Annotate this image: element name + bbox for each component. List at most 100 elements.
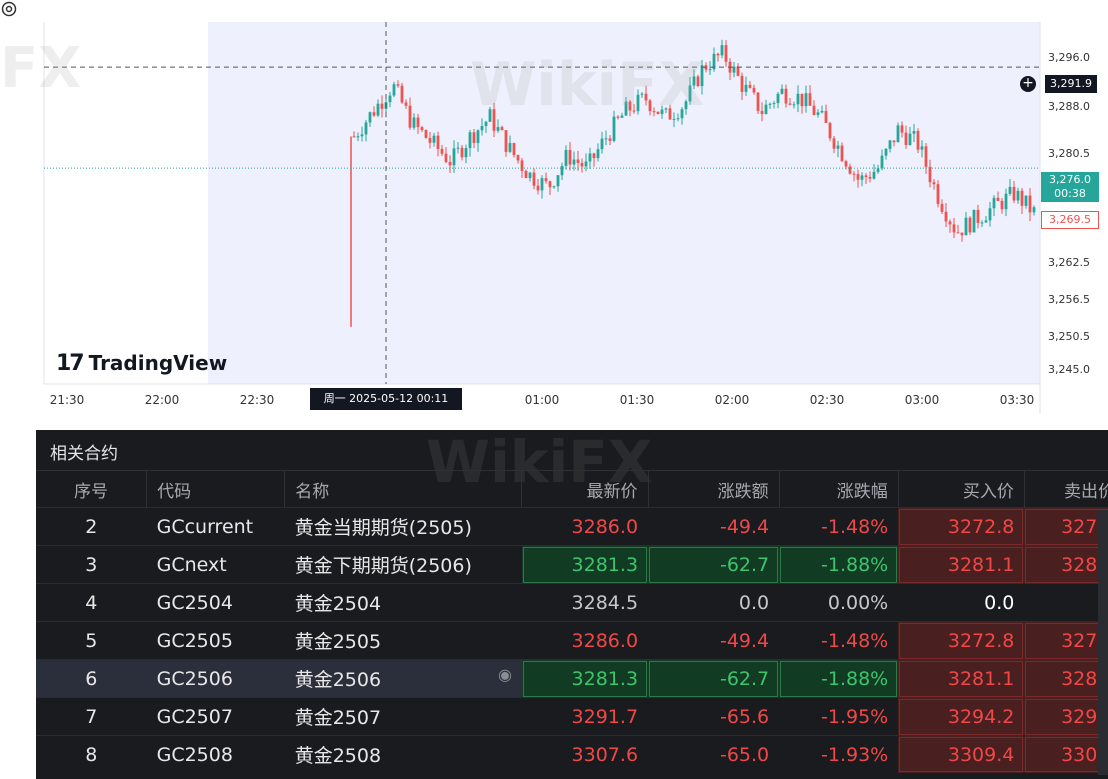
candle-body [604,138,608,140]
crosshair-price-label: 3,291.9 [1045,75,1097,93]
table-row[interactable]: 3 GCnext 黄金下期期货(2506) 3281.3 -62.7 -1.88… [36,545,1108,584]
candle-body [1000,200,1004,210]
candle-body [540,178,544,191]
candle-body [792,104,796,106]
candle-body [948,221,952,225]
candle-body [812,105,816,115]
candle-body [992,197,996,209]
candle-body [1024,195,1028,206]
row-code: GC2506 [146,659,285,698]
price-chart[interactable]: FX WikiFX 3,296.0 3,288.0 3,280.5 3,262.… [0,0,1108,414]
candle-body [880,155,884,169]
candle-body [788,103,792,105]
row-ask: 3309. [1024,735,1108,773]
candle-body [584,161,588,167]
candle-body [608,138,612,141]
row-name: 黄金2506 [294,669,382,691]
column-header-code[interactable]: 代码 [146,470,286,508]
column-header-change-pct[interactable]: 涨跌幅 [779,470,899,508]
candle-body [872,171,876,179]
row-bid: 3294.2 [898,697,1025,736]
row-last-price: 3281.3 [521,659,649,698]
price-tick: 3,250.5 [1048,330,1090,343]
candle-body [836,145,840,149]
candle-body [620,115,624,118]
table-row[interactable]: 7 GC2507 黄金2507 3291.7 -65.6 -1.95% 3294… [36,697,1108,736]
candle-body [536,185,540,191]
candle-body [624,101,628,116]
column-header-change[interactable]: 涨跌额 [648,470,780,508]
add-alert-button[interactable]: + [1020,76,1036,92]
row-ask: 0. [1024,583,1108,622]
candle-body [1004,193,1008,210]
time-tick: 22:30 [239,393,275,407]
candle-body [632,110,636,112]
table-scrollbar[interactable] [1098,510,1108,775]
candle-body [700,65,704,87]
column-header-index[interactable]: 序号 [36,470,148,508]
candle-body [628,101,632,111]
row-last-price: 3284.5 [521,583,649,622]
candle-body [544,178,548,182]
row-name: 黄金2505 [284,621,522,660]
candle-body [376,103,380,116]
row-last-price: 3286.0 [521,621,649,660]
candle-body [820,110,824,113]
tradingview-logo[interactable]: 17 TradingView [56,349,227,377]
candle-body [764,104,768,115]
price-tick: 3,245.0 [1048,363,1090,376]
candle-body [436,135,440,149]
column-header-bid[interactable]: 买入价 [898,470,1025,508]
row-name: 黄金2508 [284,735,522,773]
eye-icon[interactable]: ◉ [497,665,512,684]
table-row[interactable]: 8 GC2508 黄金2508 3307.6 -65.0 -1.93% 3309… [36,735,1108,773]
candle-body [396,84,400,86]
table-row[interactable]: 2 GCcurrent 黄金当期期货(2505) 3286.0 -49.4 -1… [36,507,1108,546]
row-change: -49.4 [648,621,780,660]
table-header-row: 序号 代码 名称 最新价 涨跌额 涨跌幅 买入价 卖出价 [36,470,1108,508]
crosshair-time-label: 周一 2025-05-12 00:11 [310,388,462,410]
column-header-ask[interactable]: 卖出价 [1024,470,1108,508]
candle-body [940,204,944,212]
candle-body [852,173,856,175]
price-tick: 3,296.0 [1048,51,1090,64]
row-last-price: 3291.7 [521,697,649,736]
price-tick: 3,256.5 [1048,293,1090,306]
secondary-price-label: 3,269.5 [1041,211,1099,229]
column-header-name[interactable]: 名称 [284,470,523,508]
candle-body [564,149,568,166]
candle-body [944,211,948,222]
candle-body [956,232,960,234]
table-row[interactable]: 4 GC2504 黄金2504 3284.5 0.0 0.00% 0.0 0. [36,583,1108,622]
row-change: -65.0 [648,735,780,773]
candle-body [928,166,932,183]
row-index: 5 [36,621,147,660]
candle-body [908,133,912,146]
chart-canvas[interactable] [0,0,1108,414]
candle-body [448,162,452,166]
gear-icon[interactable] [0,0,18,18]
column-header-last[interactable]: 最新价 [521,470,649,508]
candle-body [868,177,872,179]
candle-body [744,84,748,92]
candle-body [808,93,812,106]
table-row[interactable]: 6 GC2506 黄金2506 ◉ 3281.3 -62.7 -1.88% 328… [36,659,1108,698]
candle-body [924,146,928,167]
candle-body [412,117,416,128]
candle-body [612,116,616,141]
candle-body [392,84,396,96]
time-tick: 22:00 [144,393,180,407]
candle-body [640,93,644,95]
last-price-label: 3,276.0 00:38 [1041,172,1099,202]
candle-body [752,87,756,93]
row-name: 黄金当期期货(2505) [284,507,522,546]
candle-body [984,220,988,223]
candle-body [1032,207,1036,213]
candle-body [1020,190,1024,206]
candle-body [912,130,916,134]
candle-body [524,170,528,179]
candle-body [468,132,472,149]
table-row[interactable]: 5 GC2505 黄金2505 3286.0 -49.4 -1.48% 3272… [36,621,1108,660]
